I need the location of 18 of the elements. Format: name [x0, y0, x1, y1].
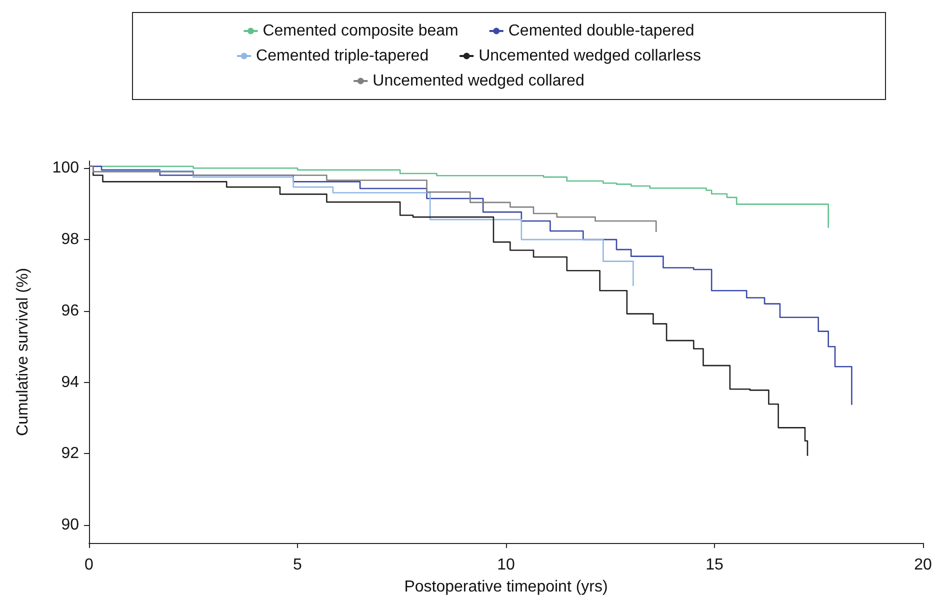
y-tick-label: 92 [61, 445, 80, 462]
y-tick-label: 96 [61, 302, 80, 320]
x-tick-label: 20 [914, 556, 932, 574]
x-tick-label: 5 [293, 556, 302, 574]
legend-label: Cemented triple-tapered [256, 48, 429, 64]
x-tick-label: 10 [497, 556, 515, 574]
y-tick-label: 98 [61, 231, 80, 248]
legend-label: Uncemented wedged collared [372, 72, 584, 90]
y-tick-label: 90 [61, 516, 80, 534]
x-tick-label: 15 [706, 556, 724, 574]
legend-label: Cemented double-tapered [508, 22, 694, 40]
legend-label: Uncemented wedged collarless [478, 48, 701, 64]
y-tick-label: 94 [61, 374, 80, 391]
y-axis-title: Cumulative survival (%) [14, 268, 32, 436]
x-axis-title: Postoperative timepoint (yrs) [404, 578, 608, 596]
y-tick-label: 100 [52, 160, 80, 177]
legend-label: Cemented composite beam [262, 22, 458, 40]
x-tick-label: 0 [84, 556, 94, 574]
